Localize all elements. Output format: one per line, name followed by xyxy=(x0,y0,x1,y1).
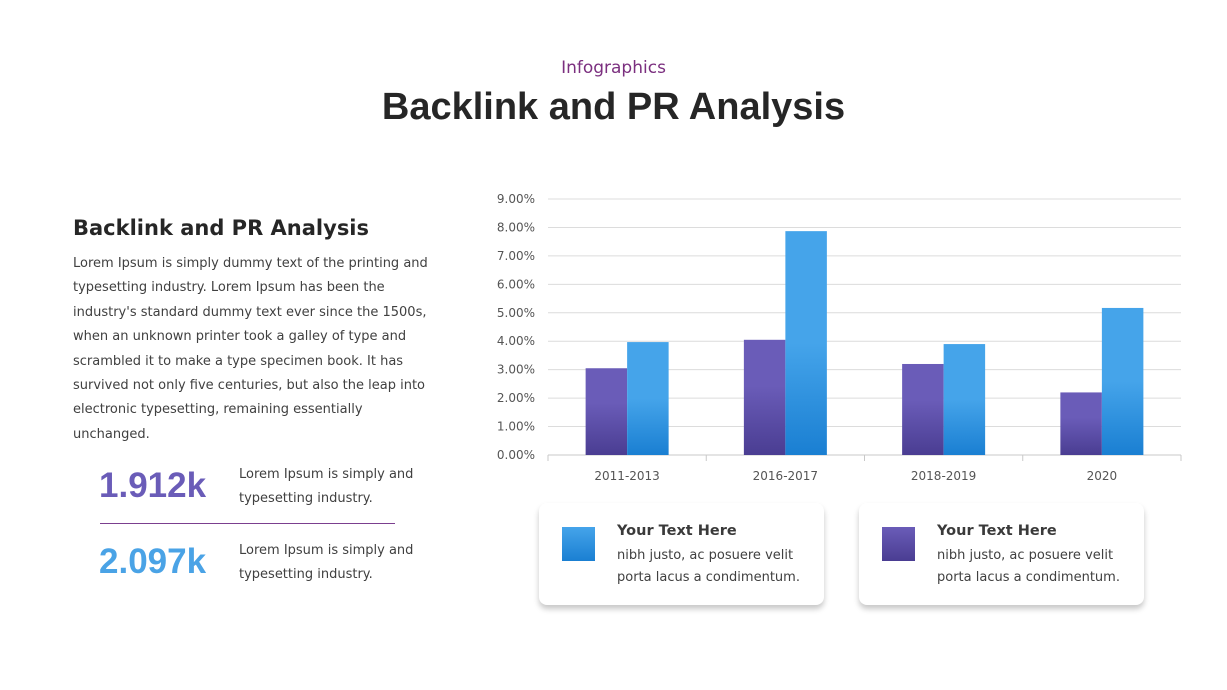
page-title: Backlink and PR Analysis xyxy=(381,86,846,128)
y-tick-label: 0.00% xyxy=(497,448,535,462)
divider xyxy=(100,523,395,524)
bar-series1-2020 xyxy=(1060,392,1102,455)
body-text: Lorem Ipsum is simply dummy text of the … xyxy=(73,256,428,442)
legend-card-text: nibh justo, ac posuere velit porta lacus… xyxy=(937,548,1120,585)
stat-value-1: 1.912k xyxy=(99,466,207,505)
stat-value-2: 2.097k xyxy=(99,542,207,581)
bar-series1-2016-2017 xyxy=(743,339,786,455)
legend-card-title: Your Text Here xyxy=(617,523,737,539)
legend-swatch-blue xyxy=(562,527,595,561)
y-tick-label: 9.00% xyxy=(497,192,535,206)
legend-card-2: Your Text Here nibh justo, ac posuere ve… xyxy=(859,503,1144,605)
y-tick-label: 6.00% xyxy=(497,277,535,291)
bar-series1-2011-2013 xyxy=(585,368,628,455)
legend-card-1: Your Text Here nibh justo, ac posuere ve… xyxy=(539,503,824,605)
legend-card-title: Your Text Here xyxy=(937,523,1057,539)
y-tick-label: 2.00% xyxy=(497,391,535,405)
y-tick-label: 7.00% xyxy=(497,249,535,263)
x-tick-label: 2020 xyxy=(1087,469,1118,483)
legend-swatch-purple xyxy=(882,527,915,561)
bar-series2-2011-2013 xyxy=(627,342,669,455)
kicker: Infographics xyxy=(561,58,666,78)
stat-text-1: Lorem Ipsum is simply and typesetting in… xyxy=(239,467,414,506)
bar-series2-2016-2017 xyxy=(785,231,827,455)
bar-chart: 0.00% 1.00% 2.00% 3.00% 4.00% 5.00% 6.00% 7.00%… xyxy=(497,192,1182,483)
bar-series1-2018-2019 xyxy=(902,363,944,455)
x-tick-label: 2011-2013 xyxy=(594,469,659,483)
y-tick-label: 5.00% xyxy=(497,306,535,320)
x-tick-label: 2018-2019 xyxy=(911,469,976,483)
y-tick-label: 1.00% xyxy=(497,420,535,434)
y-tick-label: 8.00% xyxy=(497,220,535,234)
x-tick-label: 2016-2017 xyxy=(753,469,818,483)
y-tick-label: 3.00% xyxy=(497,363,535,377)
bar-series2-2020 xyxy=(1101,307,1144,455)
section-heading: Backlink and PR Analysis xyxy=(73,216,370,240)
stat-text-2: Lorem Ipsum is simply and typesetting in… xyxy=(239,543,414,582)
y-tick-label: 4.00% xyxy=(497,334,535,348)
bar-series2-2018-2019 xyxy=(943,344,986,455)
legend-card-text: nibh justo, ac posuere velit porta lacus… xyxy=(617,548,800,585)
